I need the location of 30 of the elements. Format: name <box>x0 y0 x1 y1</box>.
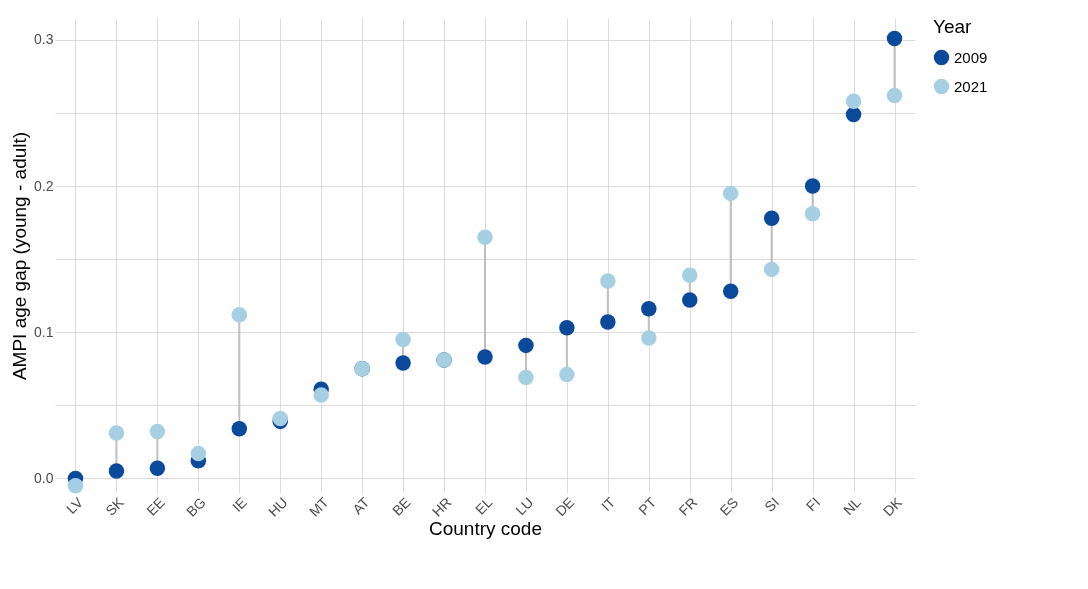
x-tick-label: IT <box>598 493 619 515</box>
x-tick-label: LU <box>512 494 537 519</box>
x-tick-label: SK <box>102 493 128 519</box>
y-axis-title: AMPI age gap (young - adult) <box>9 131 31 381</box>
x-tick-label: EE <box>143 494 168 519</box>
legend-title: Year <box>933 16 973 37</box>
x-tick-label: SI <box>761 494 783 515</box>
x-tick-label: IE <box>229 494 250 515</box>
y-tick-label: 0.0 <box>34 469 54 486</box>
x-tick-label: PT <box>635 493 660 519</box>
y-tick-label: 0.3 <box>34 31 54 48</box>
x-tick-label: MT <box>305 493 332 520</box>
x-tick-label: FR <box>675 494 701 519</box>
x-tick-label: DE <box>552 494 578 520</box>
x-tick-label: ES <box>716 494 742 519</box>
y-tick-label: 0.2 <box>34 177 54 194</box>
x-tick-label: NL <box>840 493 865 519</box>
x-tick-label: BG <box>183 494 209 520</box>
x-axis-title: Country code <box>428 517 543 539</box>
x-tick-label: BE <box>388 494 414 519</box>
x-tick-label: HR <box>428 494 455 520</box>
legend-label: 2009 <box>954 48 988 66</box>
x-tick-label: DK <box>879 493 906 520</box>
x-tick-label: HU <box>265 494 291 520</box>
x-tick-label: EL <box>471 493 496 518</box>
y-tick-label: 0.1 <box>34 323 54 340</box>
x-tick-label: LV <box>63 493 87 517</box>
x-tick-label: AT <box>349 493 373 518</box>
x-tick-label: FI <box>802 494 824 515</box>
legend-label: 2021 <box>954 77 988 95</box>
